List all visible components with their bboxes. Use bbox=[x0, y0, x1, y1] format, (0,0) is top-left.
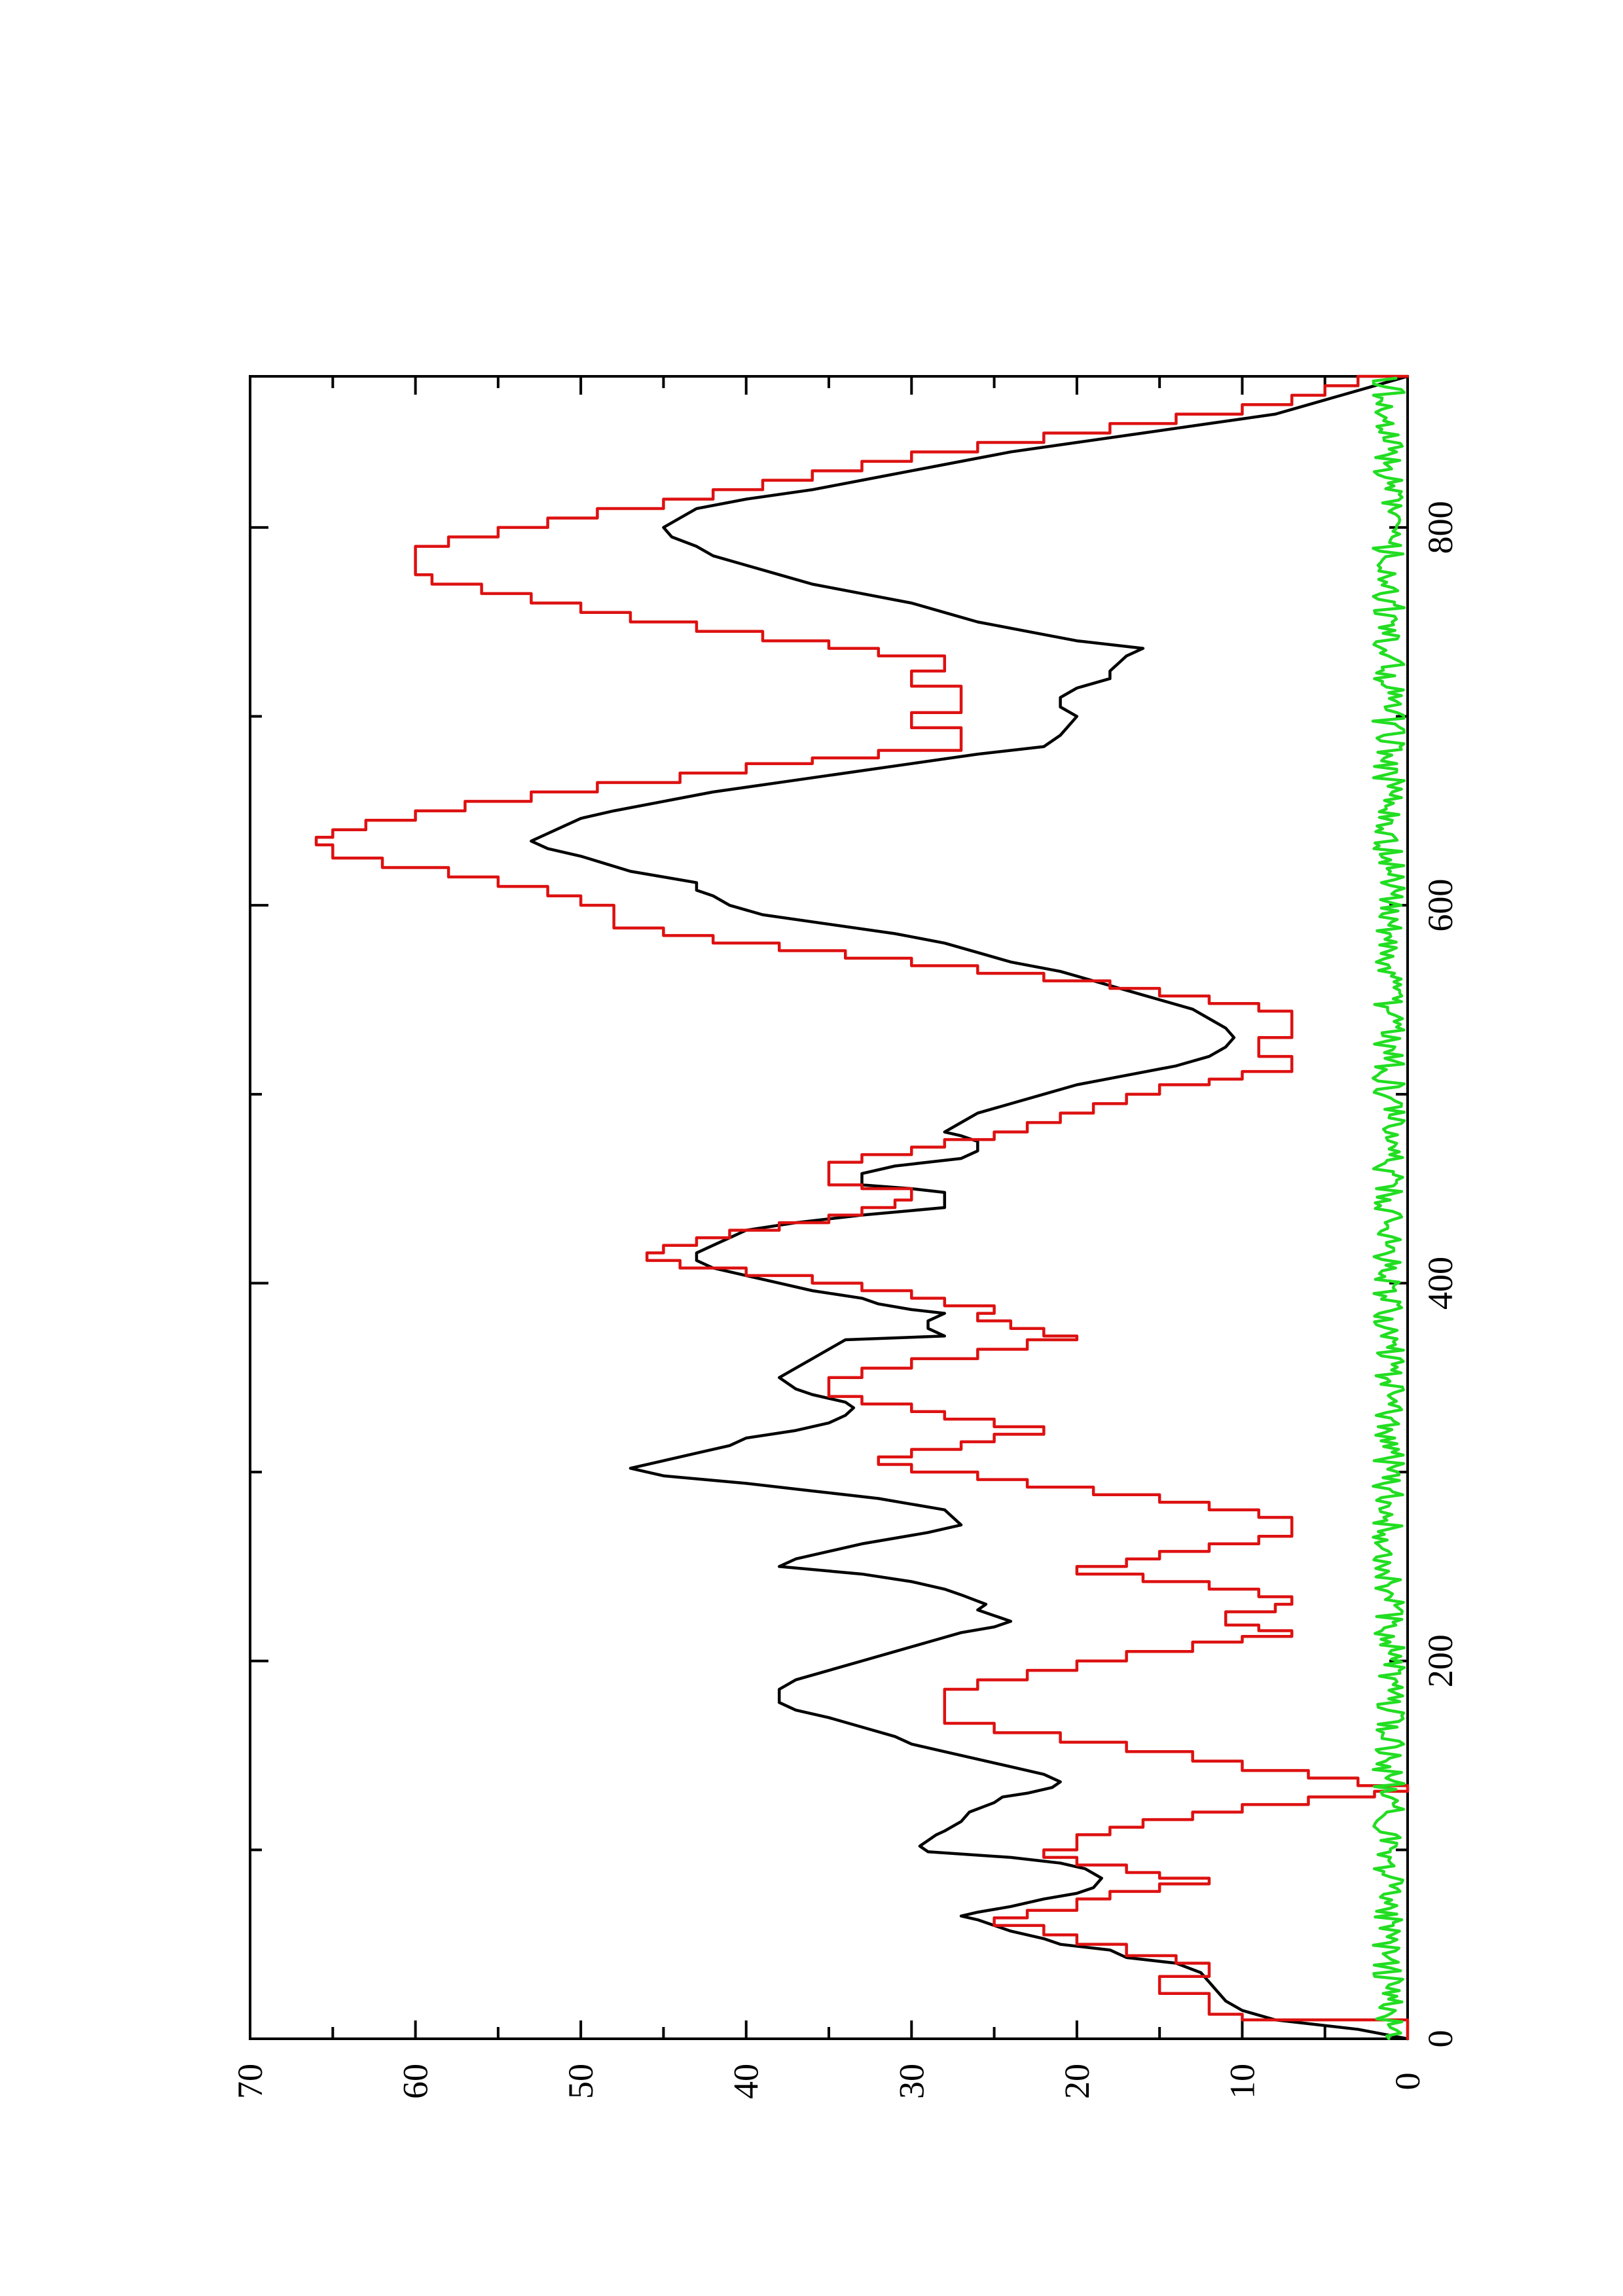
series-line-3 bbox=[1371, 376, 1406, 2041]
x-tick-label: 600 bbox=[1421, 879, 1460, 932]
tick-marks bbox=[249, 376, 1409, 2040]
series-line-2 bbox=[314, 374, 1410, 2041]
y-tick-label: 30 bbox=[892, 2064, 931, 2099]
x-tick-label: 200 bbox=[1421, 1634, 1460, 1687]
y-tick-label: 20 bbox=[1057, 2064, 1097, 2099]
y-tick-label: 10 bbox=[1222, 2064, 1262, 2099]
y-tick-label: 40 bbox=[727, 2064, 766, 2099]
y-tick-label: 60 bbox=[396, 2064, 435, 2099]
y-tick-label: 70 bbox=[230, 2064, 270, 2099]
series-layer bbox=[314, 374, 1410, 2041]
y-tick-label: 50 bbox=[561, 2064, 600, 2099]
x-tick-label: 400 bbox=[1421, 1257, 1460, 1310]
y-tick-label: 0 bbox=[1388, 2073, 1427, 2090]
plot-frame bbox=[249, 375, 1409, 2040]
series-line-1 bbox=[530, 374, 1410, 2041]
x-tick-label: 0 bbox=[1421, 2030, 1460, 2048]
tick-labels: 0 200 400 600 800 0 10 20 30 40 50 60 70 bbox=[230, 501, 1460, 2099]
x-tick-label: 800 bbox=[1421, 501, 1460, 554]
